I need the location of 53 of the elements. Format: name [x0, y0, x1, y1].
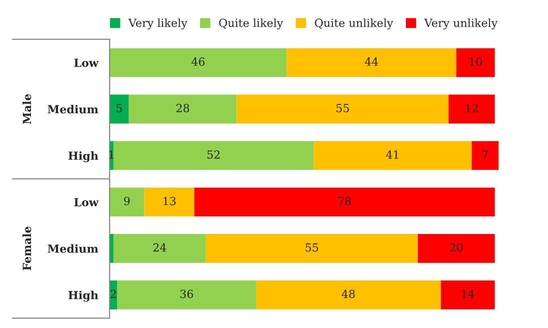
bar — [110, 280, 118, 310]
bar — [206, 234, 418, 263]
bar — [110, 94, 129, 124]
y-tick-label: High — [68, 290, 98, 302]
legend-label: Very unlikely — [424, 18, 498, 30]
data-label: 14 — [462, 290, 474, 298]
bar — [472, 141, 499, 170]
bar — [110, 234, 114, 263]
data-label: 44 — [364, 57, 378, 66]
data-label: 7 — [482, 150, 488, 159]
data-label: 12 — [466, 104, 478, 112]
data-label: 28 — [176, 104, 190, 112]
data-label: 10 — [470, 57, 482, 66]
data-label: 9 — [124, 196, 130, 206]
data-label: 5 — [116, 104, 122, 112]
bar — [113, 141, 314, 170]
data-label: 20 — [450, 243, 463, 252]
data-label: 55 — [336, 104, 349, 112]
bar — [128, 94, 237, 124]
bar — [448, 94, 495, 124]
bar — [256, 280, 441, 310]
y-tick-label: Medium — [48, 104, 98, 114]
y-tick-label: Low — [74, 58, 99, 67]
data-label: 24 — [153, 243, 166, 252]
data-label: 13 — [164, 196, 176, 206]
bar — [440, 280, 495, 310]
data-label: 55 — [306, 243, 318, 252]
bar — [286, 48, 456, 77]
legend-label: Quite likely — [219, 18, 284, 30]
text: Female — [22, 226, 32, 270]
bar — [110, 48, 287, 77]
data-label: 46 — [191, 57, 205, 66]
bar — [110, 188, 144, 216]
bar — [418, 234, 495, 263]
data-label: 2 — [110, 290, 116, 298]
text: Male — [22, 94, 32, 124]
bar — [314, 141, 472, 170]
bar — [236, 94, 449, 124]
legend-label: Quite unlikely — [314, 18, 394, 30]
bar — [456, 48, 495, 77]
bar — [194, 188, 495, 216]
y-tick-label: Low — [74, 198, 99, 206]
y-tick-label: Medium — [48, 244, 98, 253]
bar — [144, 188, 194, 216]
data-label: 41 — [386, 150, 398, 159]
data-label: 52 — [207, 150, 220, 159]
bar — [113, 234, 206, 263]
data-label: 78 — [338, 196, 351, 206]
bar — [117, 280, 256, 310]
y-tick-label: High — [68, 151, 98, 162]
data-label: 36 — [180, 290, 194, 298]
legend-label: Very likely — [128, 18, 188, 30]
data-label: 48 — [342, 290, 355, 298]
